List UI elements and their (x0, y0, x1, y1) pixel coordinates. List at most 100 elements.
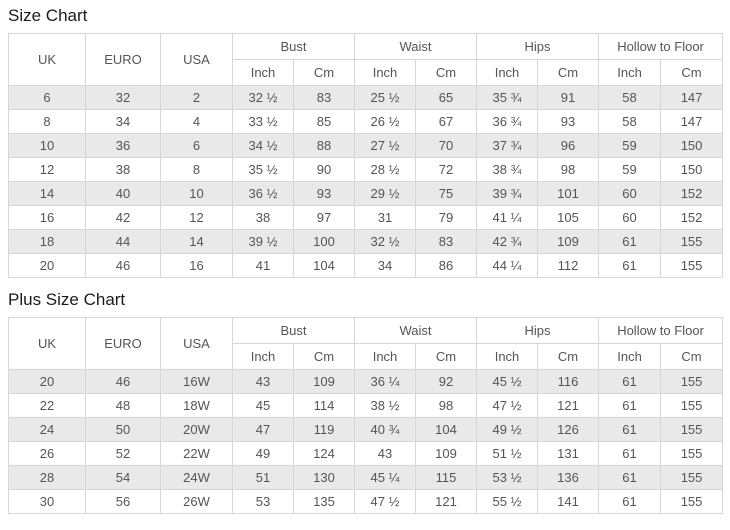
group-header-hips: Hips (476, 317, 600, 344)
table-cell: 42 ¾ (476, 229, 539, 254)
table-cell: 83 (415, 229, 478, 254)
table-row: 10 36 6 34 ½ 88 27 ½ 70 37 ¾ 96 59 150 (8, 133, 724, 158)
table-cell: 12 (160, 205, 233, 230)
table-cell: 10 (160, 181, 233, 206)
size-chart-table: UK EURO USA Bust Waist Hips Hollow to Floor Inc… (8, 33, 724, 278)
table-cell: 61 (598, 369, 662, 394)
subcolumn-header-inch: Inch (598, 343, 662, 370)
subcolumn-header-inch: Inch (354, 343, 417, 370)
table-cell: 92 (415, 369, 478, 394)
subcolumn-header-inch: Inch (476, 59, 539, 86)
table-cell: 53 (232, 489, 294, 514)
table-cell: 35 ¾ (476, 85, 539, 110)
table-row: 16 42 12 38 97 31 79 41 ¼ 105 60 152 (8, 205, 724, 230)
table-cell: 86 (415, 253, 478, 278)
table-cell: 34 ½ (232, 133, 294, 158)
table-cell: 155 (660, 253, 724, 278)
table-row: 18 44 14 39 ½ 100 32 ½ 83 42 ¾ 109 61 155 (8, 229, 724, 254)
subcolumn-header-inch: Inch (598, 59, 662, 86)
table-cell: 155 (660, 369, 724, 394)
table-cell: 38 (85, 157, 161, 182)
table-cell: 40 ¾ (354, 417, 417, 442)
table-cell: 150 (660, 157, 724, 182)
table-cell: 46 (85, 369, 161, 394)
group-header-waist: Waist (354, 317, 478, 344)
table-cell: 115 (415, 465, 478, 490)
table-cell: 16 (8, 205, 86, 230)
column-header-usa: USA (160, 33, 233, 86)
table-row: 22 48 18W 45 114 38 ½ 98 47 ½ 121 61 155 (8, 393, 724, 418)
group-header-hollow-to-floor: Hollow to Floor (598, 317, 724, 344)
column-header-euro: EURO (85, 317, 161, 370)
subcolumn-header-inch: Inch (354, 59, 417, 86)
table-cell: 48 (85, 393, 161, 418)
table-cell: 49 ½ (476, 417, 539, 442)
column-header-uk: UK (8, 317, 86, 370)
table-cell: 22W (160, 441, 233, 466)
header-row-groups: UK EURO USA Bust Waist Hips Hollow to Floor (8, 33, 724, 86)
subcolumn-header-cm: Cm (537, 59, 600, 86)
table-cell: 32 ½ (354, 229, 417, 254)
table-cell: 18W (160, 393, 233, 418)
table-cell: 72 (415, 157, 478, 182)
table-cell: 152 (660, 181, 724, 206)
table-cell: 54 (85, 465, 161, 490)
table-cell: 32 ½ (232, 85, 294, 110)
table-cell: 109 (292, 369, 356, 394)
table-cell: 96 (537, 133, 600, 158)
table-cell: 47 ½ (354, 489, 417, 514)
table-cell: 65 (415, 85, 478, 110)
table-cell: 155 (660, 417, 724, 442)
table-cell: 150 (660, 133, 724, 158)
subcolumn-header-inch: Inch (476, 343, 539, 370)
table-cell: 155 (660, 441, 724, 466)
table-cell: 12 (8, 157, 86, 182)
table-cell: 104 (415, 417, 478, 442)
table-cell: 124 (292, 441, 356, 466)
size-chart-title: Size Chart (8, 6, 88, 25)
table-body: 20 46 16W 43 109 36 ¼ 92 45 ½ 116 61 155 22 48 18W 45 1… (8, 369, 724, 514)
table-cell: 38 ½ (354, 393, 417, 418)
table-cell: 131 (537, 441, 600, 466)
table-row: 8 34 4 33 ½ 85 26 ½ 67 36 ¾ 93 58 147 (8, 109, 724, 134)
table-cell: 38 (232, 205, 294, 230)
table-cell: 27 ½ (354, 133, 417, 158)
table-cell: 61 (598, 489, 662, 514)
table-cell: 119 (292, 417, 356, 442)
subcolumn-header-cm: Cm (660, 59, 724, 86)
table-cell: 70 (415, 133, 478, 158)
subcolumn-header-cm: Cm (292, 59, 356, 86)
table-cell: 105 (537, 205, 600, 230)
table-cell: 52 (85, 441, 161, 466)
table-cell: 59 (598, 133, 662, 158)
table-cell: 42 (85, 205, 161, 230)
header-row-units: Inch Cm Inch Cm Inch Cm Inch Cm (9, 343, 724, 370)
table-cell: 60 (598, 181, 662, 206)
table-cell: 20W (160, 417, 233, 442)
table-cell: 58 (598, 109, 662, 134)
table-cell: 75 (415, 181, 478, 206)
table-cell: 46 (85, 253, 161, 278)
table-cell: 100 (292, 229, 356, 254)
table-cell: 51 ½ (476, 441, 539, 466)
table-cell: 2 (160, 85, 233, 110)
table-row: 24 50 20W 47 119 40 ¾ 104 49 ½ 126 61 155 (8, 417, 724, 442)
plus-size-chart-section: Plus Size Chart UK EURO USA Bust Waist Hips Ho… (8, 290, 724, 514)
table-cell: 26 (8, 441, 86, 466)
subcolumn-header-cm: Cm (292, 343, 356, 370)
group-header-hips: Hips (476, 33, 600, 60)
table-cell: 109 (537, 229, 600, 254)
table-cell: 39 ¾ (476, 181, 539, 206)
table-cell: 67 (415, 109, 478, 134)
table-cell: 50 (85, 417, 161, 442)
table-cell: 141 (537, 489, 600, 514)
table-cell: 10 (8, 133, 86, 158)
group-header-waist: Waist (354, 33, 478, 60)
table-cell: 55 ½ (476, 489, 539, 514)
table-cell: 28 (8, 465, 86, 490)
table-cell: 121 (415, 489, 478, 514)
subcolumn-header-inch: Inch (232, 59, 294, 86)
table-cell: 24W (160, 465, 233, 490)
table-cell: 59 (598, 157, 662, 182)
